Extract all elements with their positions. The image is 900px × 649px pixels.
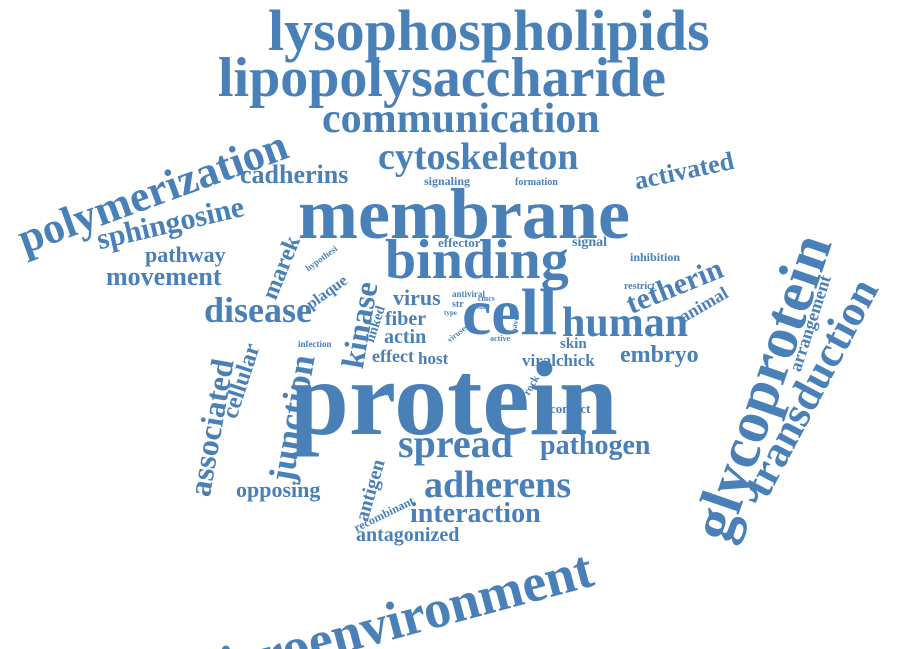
word-microenvironment: microenvironment	[171, 538, 600, 649]
word-membrane: membrane	[298, 174, 630, 254]
word-contact: contact	[550, 401, 591, 416]
word-signaling: signaling	[424, 174, 471, 188]
word-str: str	[452, 299, 464, 310]
word-interaction: interaction	[410, 498, 541, 529]
word-embryo: embryo	[620, 342, 699, 368]
word-fiber: fiber	[385, 308, 427, 330]
word-cytoskeleton: cytoskeleton	[378, 136, 579, 178]
word-cell: cell	[462, 276, 558, 349]
word-host: host	[418, 349, 449, 368]
word-lysophospholipids: lysophospholipids	[268, 0, 710, 63]
word-actin: actin	[384, 326, 427, 348]
word-skin: skin	[560, 336, 587, 352]
word-pathogen: pathogen	[540, 430, 651, 461]
word-activated: activated	[631, 146, 737, 196]
word-communication: communication	[322, 96, 600, 142]
word-opposing: opposing	[236, 477, 321, 502]
word-cadherins: cadherins	[240, 160, 349, 189]
word-antagonized: antagonized	[356, 524, 460, 546]
word-spread: spread	[398, 421, 513, 466]
word-cmcs: cmcs	[478, 294, 495, 303]
word-viral: viral	[522, 351, 556, 370]
word-active: active	[490, 334, 510, 343]
word-restrict: restrict	[624, 281, 655, 292]
word-formation: formation	[515, 177, 558, 188]
word-adherens: adherens	[424, 464, 572, 506]
word-inhibition: inhibition	[630, 250, 681, 264]
word-human: human	[562, 300, 689, 346]
word-disease: disease	[204, 290, 312, 330]
word-study: study	[474, 303, 491, 311]
word-protein: protein	[290, 340, 618, 457]
word-type: type	[444, 309, 457, 317]
word-antiviral: antiviral	[452, 289, 485, 299]
word-pathway: pathway	[145, 242, 226, 267]
word-effect: effect	[372, 346, 414, 366]
word-lipopolysaccharide: lipopolysaccharide	[218, 47, 667, 109]
word-signal: signal	[572, 235, 608, 250]
word-effector: effector	[438, 235, 481, 250]
word-virus: virus	[393, 285, 441, 310]
word-infection: infection	[298, 339, 332, 349]
word-binding: binding	[385, 229, 569, 291]
word-movement: movement	[106, 262, 222, 291]
word-chick: chick	[556, 351, 595, 370]
